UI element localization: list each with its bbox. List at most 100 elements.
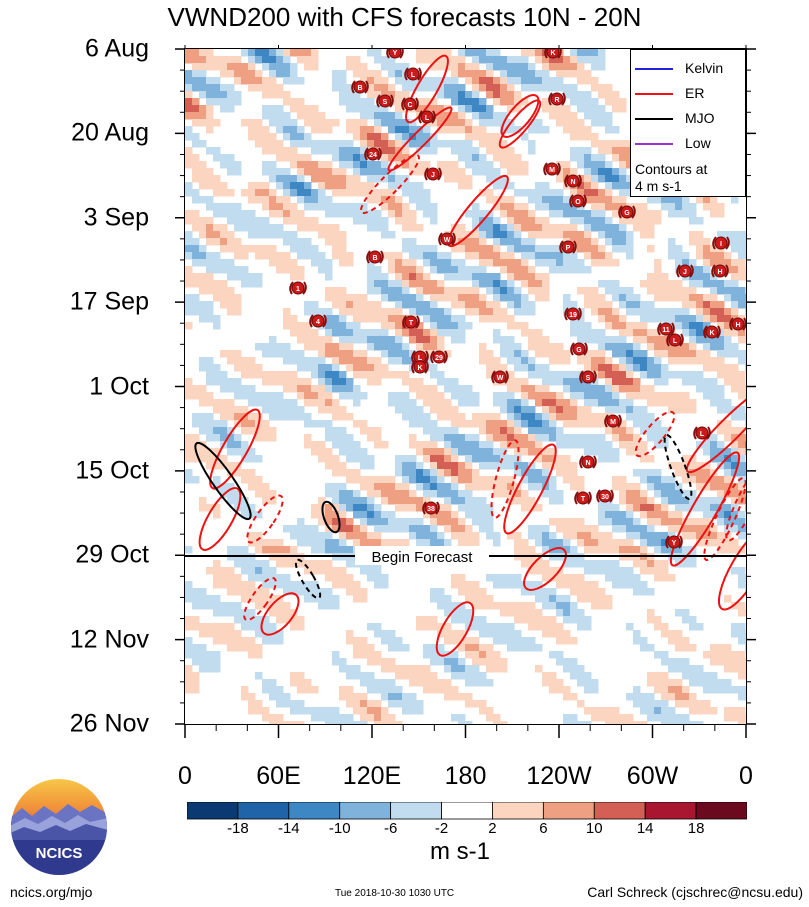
field-cell (206, 56, 214, 64)
field-cell (514, 350, 522, 358)
field-cell (262, 112, 270, 120)
field-cell (388, 700, 396, 708)
field-cell (409, 385, 417, 393)
field-cell (297, 196, 305, 204)
field-cell (360, 392, 368, 400)
field-cell (703, 357, 711, 365)
field-cell (367, 371, 375, 379)
field-cell (486, 483, 494, 491)
field-cell (465, 63, 473, 71)
field-cell (199, 63, 207, 71)
field-cell (626, 441, 634, 449)
field-cell (584, 707, 592, 715)
field-cell (262, 217, 270, 225)
field-cell (395, 294, 403, 302)
field-cell (493, 49, 501, 57)
field-cell (647, 532, 655, 540)
field-cell (745, 413, 746, 421)
field-cell (696, 273, 704, 281)
field-cell (612, 224, 620, 232)
field-cell (458, 609, 466, 617)
field-cell (703, 504, 711, 512)
field-cell (584, 294, 592, 302)
field-cell (339, 378, 347, 386)
field-cell (647, 588, 655, 596)
field-cell (388, 259, 396, 267)
field-cell (612, 392, 620, 400)
field-cell (633, 504, 641, 512)
field-cell (577, 217, 585, 225)
field-cell (227, 301, 235, 309)
field-cell (430, 56, 438, 64)
field-cell (486, 371, 494, 379)
field-cell (304, 189, 312, 197)
field-cell (206, 112, 214, 120)
field-cell (598, 245, 606, 253)
field-cell (395, 497, 403, 505)
field-cell (318, 539, 326, 547)
field-cell (332, 469, 340, 477)
field-cell (346, 588, 354, 596)
field-cell (444, 602, 452, 610)
field-cell (248, 224, 256, 232)
legend-item-low: Low (633, 134, 743, 154)
field-cell (696, 308, 704, 316)
field-cell (353, 294, 361, 302)
field-cell (388, 266, 396, 274)
field-cell (479, 427, 487, 435)
field-cell (297, 210, 305, 218)
field-cell (654, 364, 662, 372)
field-cell (339, 84, 347, 92)
field-cell (542, 56, 550, 64)
field-cell (374, 378, 382, 386)
field-cell (402, 147, 410, 155)
field-cell (661, 378, 669, 386)
field-cell (535, 189, 543, 197)
field-cell (458, 581, 466, 589)
field-cell (724, 399, 732, 407)
field-cell (619, 98, 627, 106)
field-cell (710, 392, 718, 400)
field-cell (458, 112, 466, 120)
field-cell (717, 427, 725, 435)
field-cell (346, 490, 354, 498)
field-cell (570, 217, 578, 225)
field-cell (220, 203, 228, 211)
field-cell (626, 504, 634, 512)
field-cell (451, 497, 459, 505)
field-cell (325, 546, 333, 554)
field-cell (521, 329, 529, 337)
field-cell (577, 91, 585, 99)
field-cell (542, 343, 550, 351)
field-cell (451, 392, 459, 400)
field-cell (290, 119, 298, 127)
field-cell (395, 483, 403, 491)
field-cell (570, 189, 578, 197)
field-cell (528, 413, 536, 421)
field-cell (556, 602, 564, 610)
field-cell (353, 189, 361, 197)
field-cell (199, 70, 207, 78)
field-cell (577, 532, 585, 540)
field-cell (262, 91, 270, 99)
field-cell (647, 231, 655, 239)
field-cell (451, 518, 459, 526)
field-cell (717, 455, 725, 463)
field-cell (528, 406, 536, 414)
field-cell (626, 252, 634, 260)
field-cell (549, 63, 557, 71)
field-cell (577, 182, 585, 190)
field-cell (423, 665, 431, 673)
field-cell (577, 385, 585, 393)
field-cell (598, 280, 606, 288)
field-cell (458, 693, 466, 701)
field-cell (542, 294, 550, 302)
field-cell (500, 399, 508, 407)
field-cell (682, 399, 690, 407)
field-cell (731, 364, 739, 372)
field-cell (332, 455, 340, 463)
field-cell (283, 112, 291, 120)
field-cell (283, 385, 291, 393)
field-cell (185, 231, 193, 239)
field-cell (626, 581, 634, 589)
